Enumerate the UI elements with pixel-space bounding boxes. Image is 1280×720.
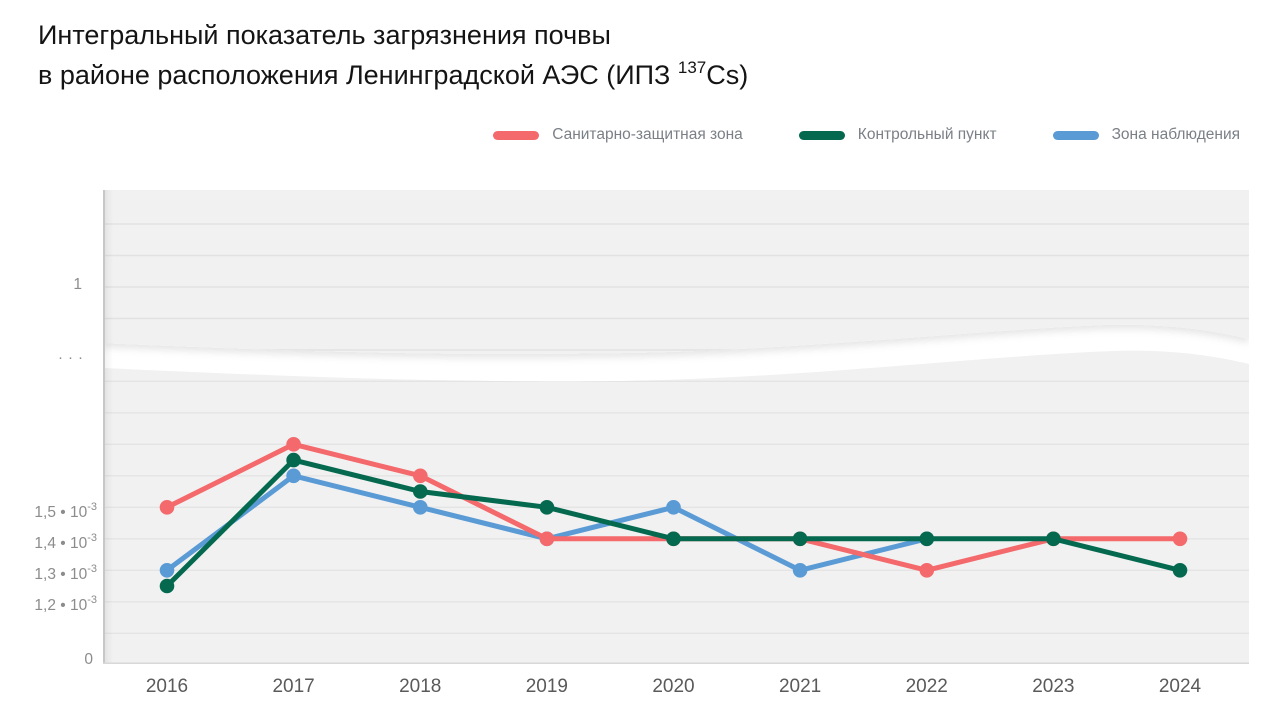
- x-axis-label: 2022: [905, 676, 948, 697]
- legend-swatch-green: [798, 130, 845, 140]
- x-axis-label: 2021: [778, 676, 822, 697]
- y-axis-tick-1-3e-3: 1,3 • 10-3: [34, 563, 97, 584]
- legend-label: Санитарно-защитная зона: [552, 126, 743, 143]
- data-point: [539, 500, 555, 515]
- data-point: [413, 500, 428, 515]
- data-point: [539, 531, 555, 547]
- x-axis-label: 2019: [525, 676, 569, 697]
- legend: Санитарно-защитная зона Контрольный пунк…: [493, 126, 1240, 144]
- data-point: [413, 484, 428, 499]
- data-point: [666, 531, 681, 547]
- data-point: [286, 452, 301, 468]
- legend-label: Контрольный пункт: [857, 126, 997, 143]
- y-axis-shadow: [103, 190, 113, 664]
- legend-swatch-blue: [1052, 130, 1099, 140]
- legend-item-observation-zone[interactable]: Зона наблюдения: [1052, 126, 1240, 144]
- data-point: [792, 563, 808, 578]
- data-point: [919, 531, 935, 547]
- data-point: [286, 437, 301, 452]
- legend-item-control-point[interactable]: Контрольный пункт: [798, 126, 997, 144]
- data-point: [159, 578, 175, 594]
- x-axis-label: 2020: [652, 676, 695, 697]
- data-point: [286, 468, 301, 484]
- chart-title-line1: Интегральный показатель загрязнения почв…: [38, 20, 611, 50]
- x-axis-label: 2023: [1032, 676, 1075, 697]
- legend-label: Зона наблюдения: [1111, 126, 1240, 143]
- data-point: [413, 468, 428, 484]
- data-point: [1172, 563, 1188, 578]
- isotope-superscript: 137: [677, 58, 707, 77]
- data-point: [159, 563, 175, 578]
- y-axis-tick-1-2e-3: 1,2 • 10-3: [34, 594, 97, 615]
- data-point: [792, 531, 808, 547]
- legend-item-sanitary-zone[interactable]: Санитарно-защитная зона: [493, 126, 743, 144]
- data-point: [919, 563, 935, 578]
- x-axis-label: 2017: [272, 676, 315, 697]
- y-axis-tick-1-4e-3: 1,4 • 10-3: [34, 532, 97, 553]
- upper-band: [103, 190, 1249, 354]
- x-axis-label: 2018: [399, 676, 442, 697]
- x-axis-labels: 2016 2017 2018 2019 2020 2021 2022 2023 2024: [0, 676, 1280, 700]
- data-point: [1172, 531, 1188, 547]
- y-axis-tick-1-5e-3: 1,5 • 10-3: [34, 501, 97, 522]
- y-axis-break-marker: ···: [58, 349, 88, 366]
- y-axis-tick-0: 0: [84, 651, 93, 668]
- chart-title-line2: в районе расположения Ленинградской АЭС …: [38, 58, 749, 90]
- y-axis-tick-1: 1: [73, 276, 82, 293]
- x-axis-label: 2016: [145, 676, 189, 697]
- data-point: [1046, 531, 1061, 547]
- chart-title: Интегральный показатель загрязнения почв…: [38, 18, 748, 92]
- legend-swatch-red: [493, 130, 540, 140]
- plot-area: [103, 190, 1249, 664]
- y-axis-line: [103, 190, 105, 664]
- data-point: [666, 500, 681, 515]
- data-point: [159, 500, 175, 515]
- x-axis-label: 2024: [1158, 676, 1202, 697]
